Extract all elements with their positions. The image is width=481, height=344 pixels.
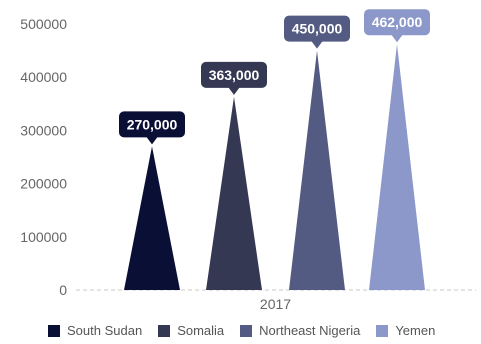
legend-label-yemen: Yemen: [395, 323, 436, 338]
y-tick-label-1: 100000: [20, 229, 67, 245]
bar-northeast-nigeria: [289, 50, 345, 290]
legend-label-northeast-nigeria: Northeast Nigeria: [259, 323, 361, 338]
legend-item-south-sudan[interactable]: South Sudan: [48, 323, 142, 338]
data-label-pointer-south-sudan: [146, 136, 158, 145]
data-label-box-yemen: [364, 9, 430, 36]
legend: South Sudan Somalia Northeast Nigeria Ye…: [48, 323, 435, 338]
y-tick-label-4: 400000: [20, 69, 67, 85]
y-tick-label-2: 200000: [20, 176, 67, 192]
data-label-pointer-yemen: [391, 34, 403, 43]
y-tick-label-5: 500000: [20, 16, 67, 32]
legend-swatch-yemen: [376, 324, 389, 337]
data-label-pointer-somalia: [228, 86, 240, 95]
data-label-box-somalia: [201, 61, 267, 88]
data-label-text-south-sudan: 270,000: [127, 116, 178, 132]
legend-item-somalia[interactable]: Somalia: [158, 323, 224, 338]
legend-item-yemen[interactable]: Yemen: [376, 323, 435, 338]
data-label-text-somalia: 363,000: [209, 67, 260, 83]
y-tick-label-3: 300000: [20, 122, 67, 138]
bar-somalia: [206, 96, 262, 290]
data-label-south-sudan: 270,000: [119, 111, 185, 145]
data-label-pointer-northeast-nigeria: [311, 40, 323, 49]
bar-yemen: [369, 44, 425, 290]
data-label-northeast-nigeria: 450,000: [284, 15, 350, 49]
legend-label-somalia: Somalia: [177, 323, 225, 338]
legend-swatch-south-sudan: [48, 324, 60, 337]
x-tick-label-0: 2017: [260, 296, 291, 312]
legend-swatch-somalia: [158, 324, 171, 337]
data-label-text-northeast-nigeria: 450,000: [292, 21, 343, 37]
y-tick-label-0: 0: [59, 282, 67, 298]
bar-south-sudan: [124, 146, 180, 290]
data-label-somalia: 363,000: [201, 61, 267, 95]
data-label-yemen: 462,000: [364, 9, 430, 43]
data-label-box-northeast-nigeria: [284, 15, 350, 42]
data-label-text-yemen: 462,000: [372, 14, 423, 30]
legend-swatch-northeast-nigeria: [240, 324, 253, 337]
data-label-box-south-sudan: [119, 111, 185, 138]
legend-item-northeast-nigeria[interactable]: Northeast Nigeria: [240, 323, 360, 338]
legend-label-south-sudan: South Sudan: [67, 323, 143, 338]
